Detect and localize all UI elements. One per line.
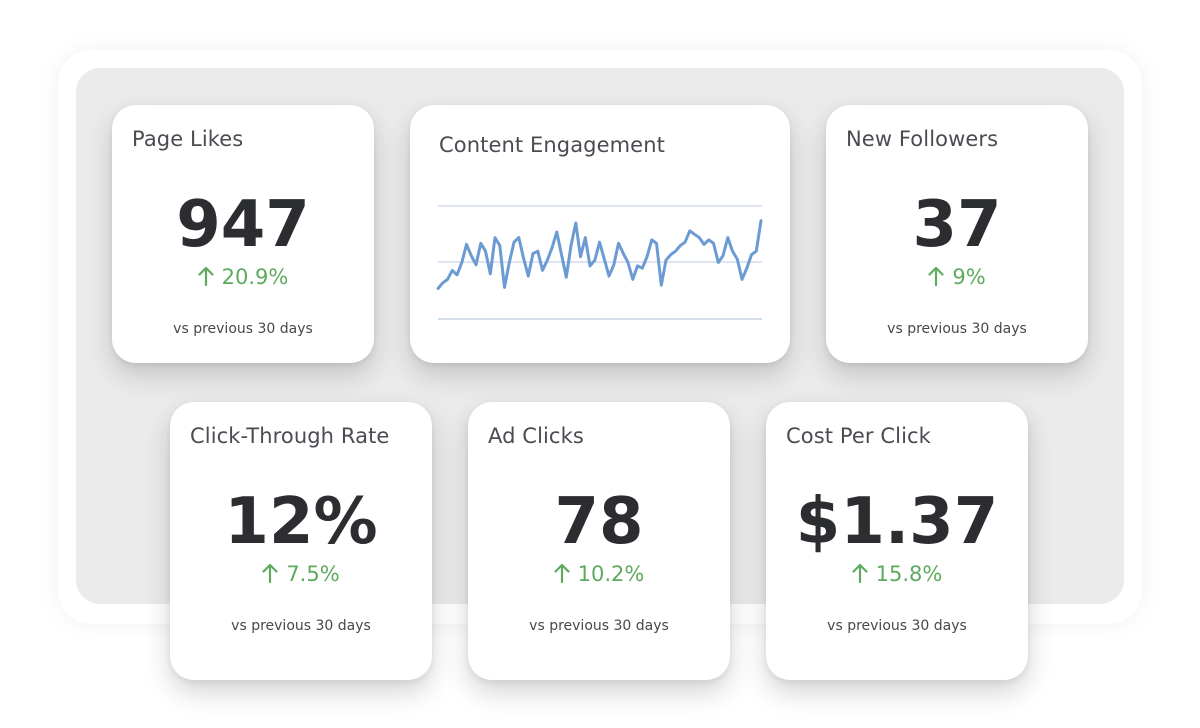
metric-value: 78 xyxy=(554,485,644,559)
comparison-label: vs previous 30 days xyxy=(887,321,1027,337)
change-percent: 15.8% xyxy=(875,562,943,586)
arrow-up-icon xyxy=(928,266,944,286)
card-title: Content Engagement xyxy=(439,133,665,157)
metric-value: 947 xyxy=(176,188,310,262)
page-likes-card[interactable]: Page Likes 947 20.9% vs previous 30 days xyxy=(112,105,374,363)
comparison-label: vs previous 30 days xyxy=(529,618,669,634)
change-indicator: 20.9% xyxy=(112,265,374,289)
engagement-line-chart xyxy=(436,205,763,320)
metric-value: $1.37 xyxy=(795,485,999,559)
arrow-up-icon xyxy=(554,563,570,583)
change-percent: 10.2% xyxy=(577,562,645,586)
card-title: Page Likes xyxy=(132,127,244,151)
card-title: New Followers xyxy=(846,127,999,151)
card-title: Cost Per Click xyxy=(786,424,931,448)
comparison-label: vs previous 30 days xyxy=(173,321,313,337)
arrow-up-icon xyxy=(852,563,868,583)
metric-value: 37 xyxy=(912,188,1002,262)
change-percent: 7.5% xyxy=(286,562,340,586)
arrow-up-icon xyxy=(198,266,214,286)
comparison-label: vs previous 30 days xyxy=(231,618,371,634)
card-title: Ad Clicks xyxy=(488,424,584,448)
change-percent: 20.9% xyxy=(221,265,289,289)
new-followers-card[interactable]: New Followers 37 9% vs previous 30 days xyxy=(826,105,1088,363)
series-line xyxy=(436,219,763,290)
change-percent: 9% xyxy=(952,265,986,289)
comparison-label: vs previous 30 days xyxy=(827,618,967,634)
click-through-rate-card[interactable]: Click-Through Rate 12% 7.5% vs previous … xyxy=(170,402,432,680)
ad-clicks-card[interactable]: Ad Clicks 78 10.2% vs previous 30 days xyxy=(468,402,730,680)
metric-value: 12% xyxy=(224,485,378,559)
arrow-up-icon xyxy=(262,563,278,583)
card-title: Click-Through Rate xyxy=(190,424,390,448)
change-indicator: 15.8% xyxy=(766,562,1028,586)
content-engagement-card[interactable]: Content Engagement xyxy=(410,105,790,363)
cost-per-click-card[interactable]: Cost Per Click $1.37 15.8% vs previous 3… xyxy=(766,402,1028,680)
change-indicator: 10.2% xyxy=(468,562,730,586)
change-indicator: 7.5% xyxy=(170,562,432,586)
change-indicator: 9% xyxy=(826,265,1088,289)
